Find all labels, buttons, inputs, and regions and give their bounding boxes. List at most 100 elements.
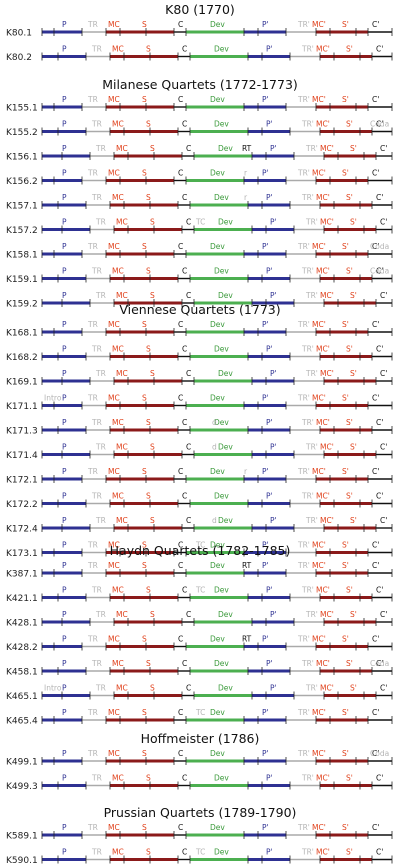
segment-label: S [142,467,147,476]
row-label: K168.2 [6,353,38,363]
segment-label: TR' [305,291,318,300]
segment-label: MC [108,95,120,104]
segment-label: P' [262,561,269,570]
row-label: K171.1 [6,402,38,412]
segment-label: S [142,394,147,403]
segment-label: MC [116,610,128,619]
segment-label: C' [376,492,383,501]
row-label: K159.2 [6,300,38,310]
r-label: r [244,467,248,476]
form-row: K171.3 P TR MC S C Dev P' TR' MC' S' C' d [6,418,393,437]
section-title: Hoffmeister (1786) [141,731,260,746]
form-row: K169.1 P TR MC S C Dev P' TR' MC' S' C' [6,369,393,388]
segment-label: TR [95,144,106,153]
segment-label: P' [262,20,269,29]
segment-label: Dev [214,418,229,427]
segment-label: Dev [218,443,233,452]
segment-label: P' [262,823,269,832]
segment-label: P' [262,320,269,329]
segment-label: TR [91,418,102,427]
segment-label: P' [266,586,273,595]
segment-label: Dev [210,169,225,178]
segment-label: S' [342,823,349,832]
d-label: d [212,516,217,525]
segment-label: TR' [297,20,310,29]
segment-label: TR [95,218,106,227]
segment-label: Dev [210,635,225,644]
segment-label: TR' [297,635,310,644]
segment-label: C' [380,369,387,378]
segment-label: TR [87,169,98,178]
segment-label: P [62,467,67,476]
segment-label: TR [95,369,106,378]
segment-label: TR' [297,708,310,717]
form-row: K159.2 P TR MC S C Dev P' TR' MC' S' C' [6,291,393,310]
segment-label: TR [91,45,102,54]
row-label: K156.1 [6,153,38,163]
row-label: K590.1 [6,856,38,864]
segment-label: P [62,684,67,693]
segment-label: C [182,45,187,54]
segment-label: C' [380,218,387,227]
segment-label: C [186,610,191,619]
segment-label: MC' [320,218,334,227]
segment-label: P' [266,120,273,129]
segment-label: MC [112,267,124,276]
intro-label: Intro [44,684,62,693]
segment-label: MC' [312,635,326,644]
segment-label: S' [342,467,349,476]
row-label: K157.2 [6,226,38,236]
segment-label: S [150,443,155,452]
row-label: K171.4 [6,451,38,461]
segment-label: MC' [320,291,334,300]
segment-label: TR [87,635,98,644]
segment-label: MC' [312,20,326,29]
segment-label: TR' [301,418,314,427]
segment-label: C' [376,774,383,783]
segment-label: S [150,218,155,227]
segment-label: MC' [316,659,330,668]
segment-label: P [62,369,67,378]
segment-label: TR' [297,320,310,329]
segment-label: TR [91,193,102,202]
segment-label: P [62,120,67,129]
segment-label: S [142,320,147,329]
segment-label: P' [262,467,269,476]
segment-label: P' [270,443,277,452]
segment-label: P [62,291,67,300]
form-row: K172.4 P TR MC S C Dev P' TR' MC' S' C' d [6,516,393,535]
form-row: K156.2 P TR MC S C Dev P' TR' MC' S' C' r [6,169,393,187]
segment-label: TR' [301,193,314,202]
segment-label: MC [108,242,120,251]
segment-label: Dev [214,774,229,783]
segment-label: Dev [210,749,225,758]
segment-label: S [150,516,155,525]
form-row: K168.1 P TR MC S C Dev P' TR' MC' S' C' [6,320,393,339]
segment-label: C' [372,320,379,329]
segment-label: S [150,684,155,693]
segment-label: S [142,541,147,550]
segment-label: MC [108,635,120,644]
segment-label: TR' [305,684,318,693]
segment-label: C [178,467,183,476]
segment-label: MC' [312,749,326,758]
segment-label: MC' [312,467,326,476]
segment-label: MC [108,169,120,178]
segment-label: Dev [218,291,233,300]
coda-label: Coda [370,120,389,129]
segment-label: S' [346,848,353,857]
section-title: Haydn Quartets (1782-1785) [110,543,291,558]
segment-label: TR [87,561,98,570]
segment-label: C' [380,144,387,153]
segment-label: MC [112,492,124,501]
segment-label: TR' [297,95,310,104]
segment-label: S [146,193,151,202]
row-label: K80.1 [6,29,32,39]
segment-label: S' [350,218,357,227]
segment-label: MC [108,749,120,758]
segment-label: C [182,267,187,276]
segment-label: S [146,267,151,276]
row-label: K158.1 [6,251,38,261]
segment-label: TR [91,120,102,129]
segment-label: TR [87,467,98,476]
